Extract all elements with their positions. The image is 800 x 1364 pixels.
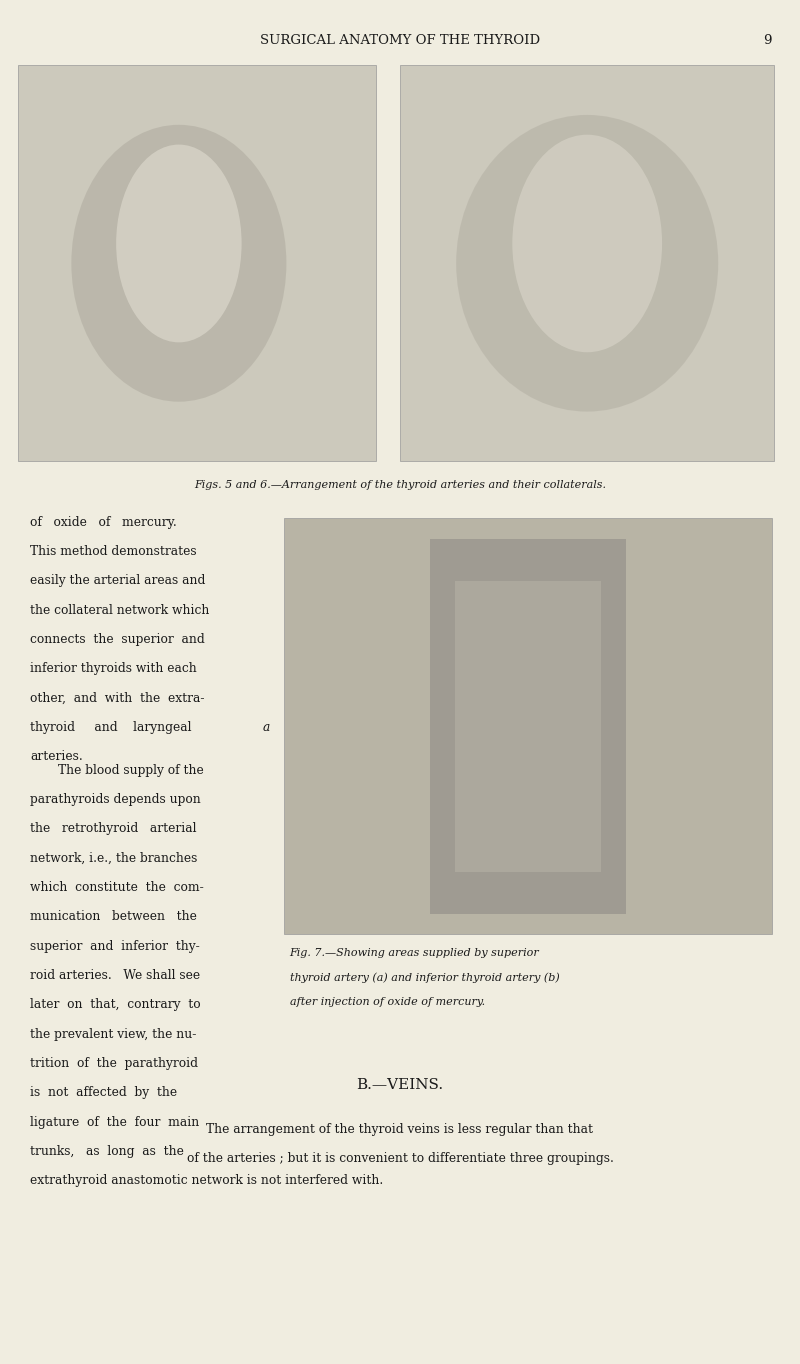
Text: parathyroids depends upon: parathyroids depends upon	[30, 794, 201, 806]
Text: after injection of oxide of mercury.: after injection of oxide of mercury.	[290, 997, 485, 1007]
Ellipse shape	[116, 145, 242, 342]
Text: ligature  of  the  four  main: ligature of the four main	[30, 1116, 200, 1129]
Ellipse shape	[512, 135, 662, 352]
Text: munication   between   the: munication between the	[30, 911, 198, 923]
Text: 9: 9	[763, 34, 772, 48]
Text: thyroid artery (a) and inferior thyroid artery (b): thyroid artery (a) and inferior thyroid …	[290, 973, 559, 983]
Text: trition  of  the  parathyroid: trition of the parathyroid	[30, 1057, 198, 1071]
Bar	[454, 581, 602, 872]
Text: later  on  that,  contrary  to: later on that, contrary to	[30, 998, 201, 1012]
Text: which  constitute  the  com-: which constitute the com-	[30, 881, 204, 895]
Text: SURGICAL ANATOMY OF THE THYROID: SURGICAL ANATOMY OF THE THYROID	[260, 34, 540, 48]
Text: is  not  affected  by  the: is not affected by the	[30, 1086, 178, 1099]
Text: The blood supply of the: The blood supply of the	[58, 764, 204, 777]
Text: trunks,   as  long  as  the: trunks, as long as the	[30, 1146, 184, 1158]
Text: Figs. 5 and 6.—Arrangement of the thyroid arteries and their collaterals.: Figs. 5 and 6.—Arrangement of the thyroi…	[194, 480, 606, 490]
Text: This method demonstrates: This method demonstrates	[30, 544, 197, 558]
Text: the collateral network which: the collateral network which	[30, 603, 210, 617]
Text: Fig. 7.—Showing areas supplied by superior: Fig. 7.—Showing areas supplied by superi…	[290, 948, 539, 958]
Text: arteries.: arteries.	[30, 750, 83, 764]
Text: connects  the  superior  and: connects the superior and	[30, 633, 205, 647]
Text: inferior thyroids with each: inferior thyroids with each	[30, 663, 197, 675]
Text: of the arteries ; but it is convenient to differentiate three groupings.: of the arteries ; but it is convenient t…	[186, 1151, 614, 1165]
Ellipse shape	[71, 125, 286, 402]
Bar	[18, 65, 376, 461]
Bar	[284, 518, 772, 934]
Text: the prevalent view, the nu-: the prevalent view, the nu-	[30, 1028, 197, 1041]
Text: roid arteries.   We shall see: roid arteries. We shall see	[30, 968, 201, 982]
Bar	[400, 65, 774, 461]
Text: network, i.e., the branches: network, i.e., the branches	[30, 851, 198, 865]
Text: other,  and  with  the  extra-: other, and with the extra-	[30, 692, 205, 705]
Ellipse shape	[456, 115, 718, 412]
Text: B.—VEINS.: B.—VEINS.	[357, 1078, 443, 1091]
Text: extrathyroid anastomotic network is not interfered with.: extrathyroid anastomotic network is not …	[30, 1174, 384, 1188]
Text: superior  and  inferior  thy-: superior and inferior thy-	[30, 940, 200, 953]
Text: thyroid     and    laryngeal: thyroid and laryngeal	[30, 720, 192, 734]
Text: of   oxide   of   mercury.: of oxide of mercury.	[30, 516, 177, 529]
Text: a: a	[262, 720, 270, 734]
Text: easily the arterial areas and: easily the arterial areas and	[30, 574, 206, 588]
Text: The arrangement of the thyroid veins is less regular than that: The arrangement of the thyroid veins is …	[206, 1123, 594, 1136]
Text: the   retrothyroid   arterial: the retrothyroid arterial	[30, 822, 197, 836]
Bar	[430, 539, 626, 914]
